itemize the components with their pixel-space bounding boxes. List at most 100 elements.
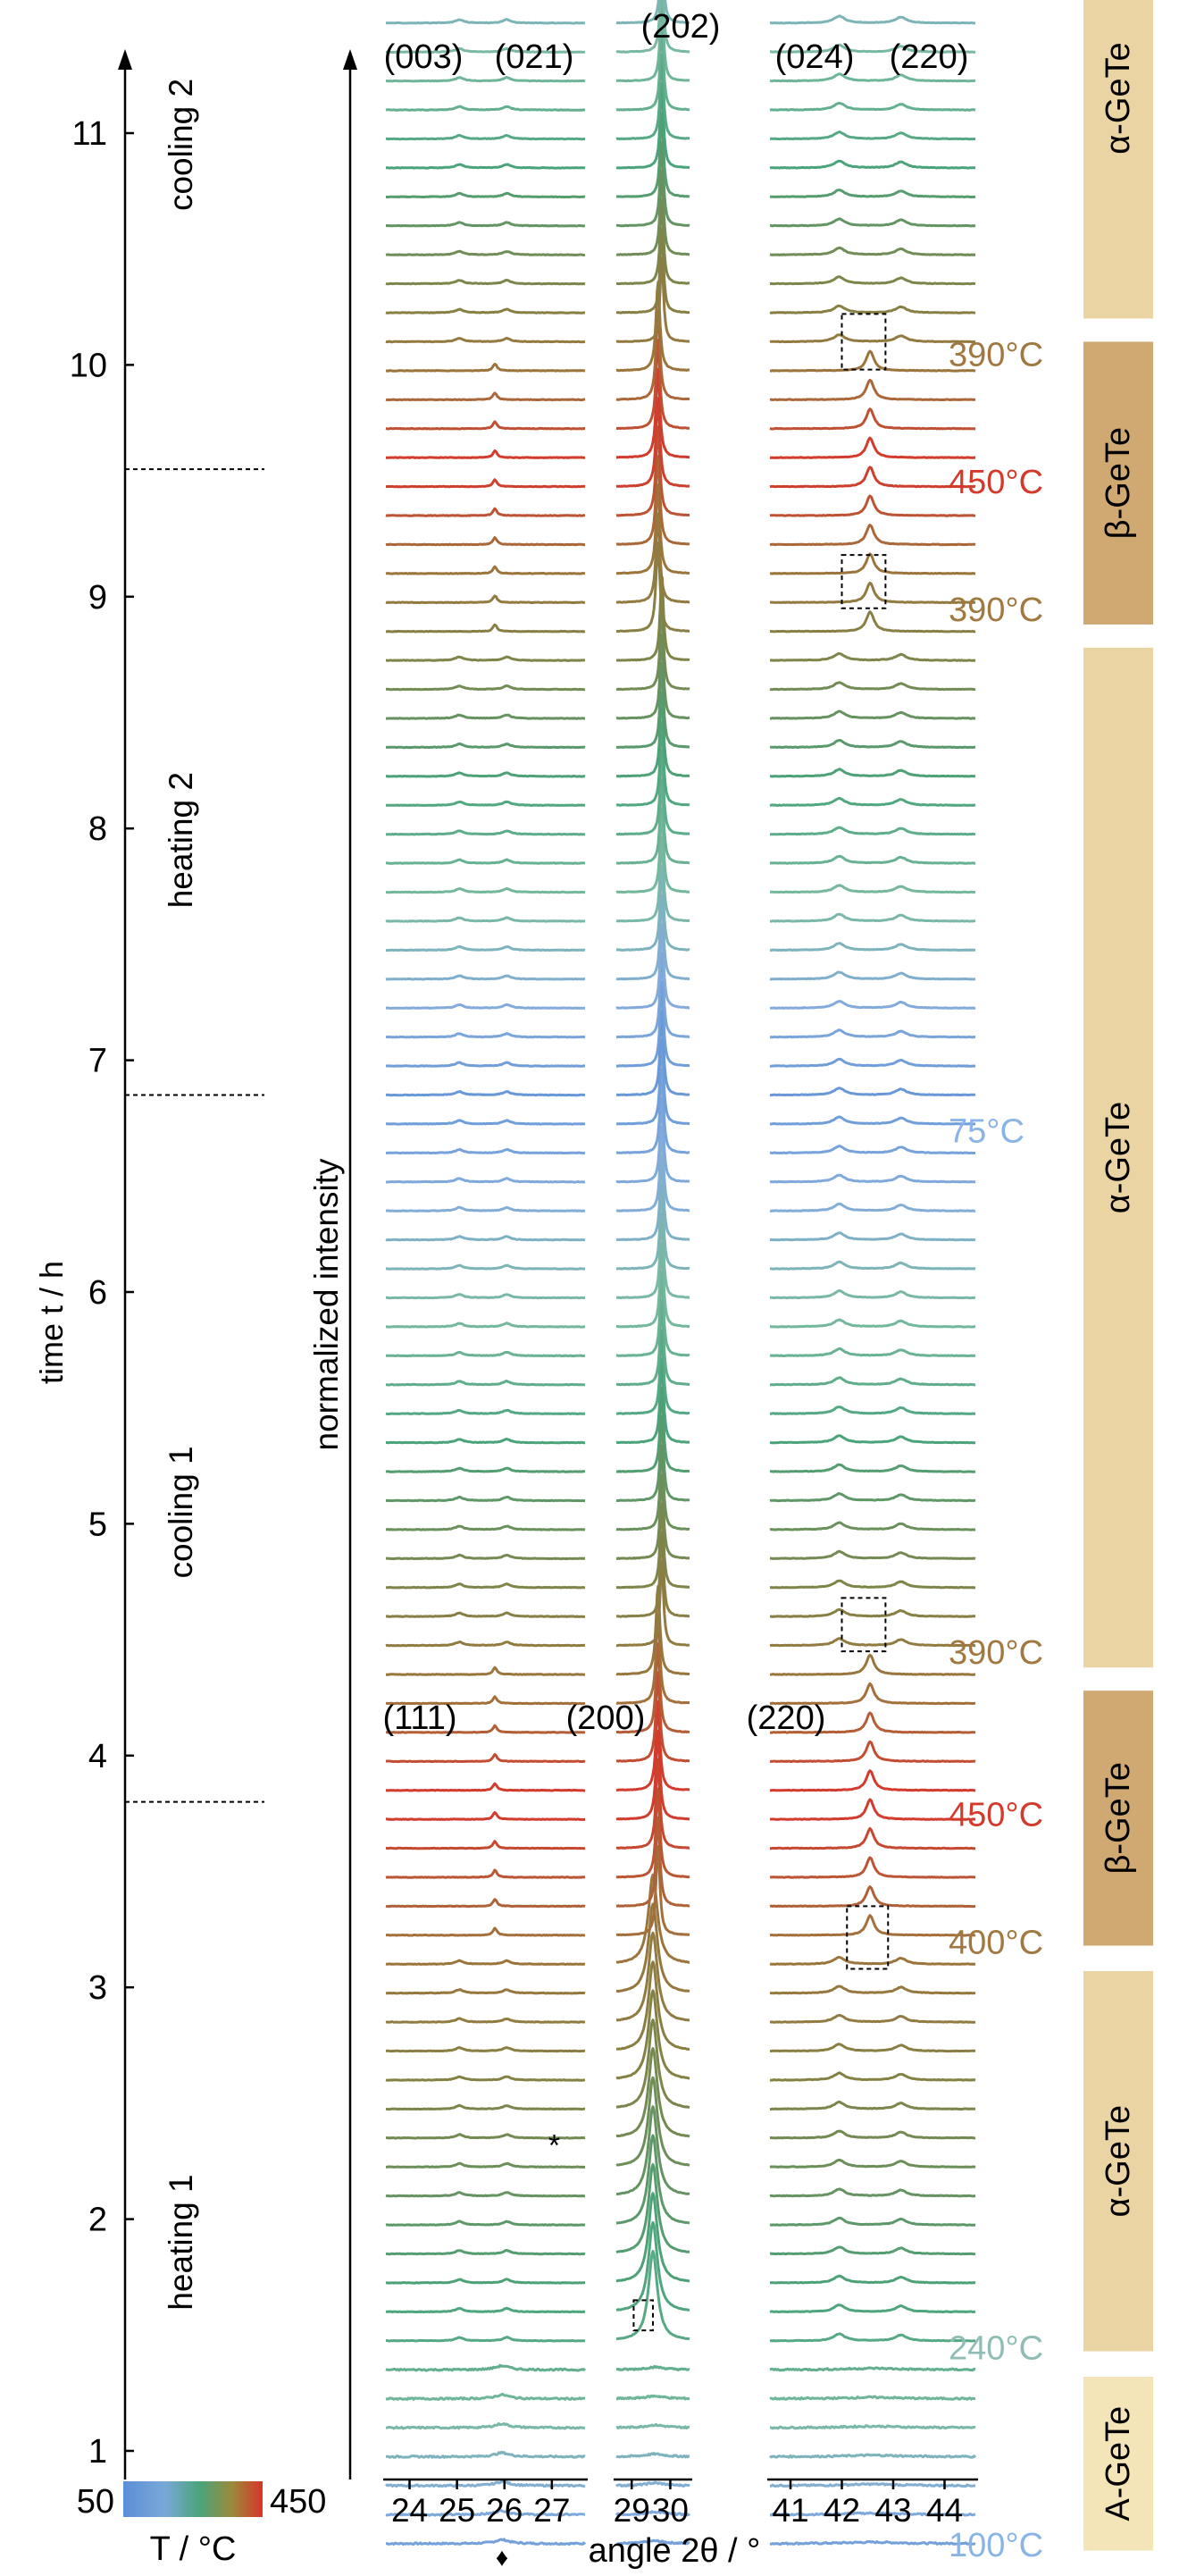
xrd-pattern bbox=[615, 1989, 690, 2080]
xrd-pattern bbox=[385, 2219, 586, 2227]
xrd-pattern bbox=[615, 1960, 690, 2051]
xrd-pattern bbox=[769, 1607, 976, 1618]
xrd-pattern bbox=[385, 336, 586, 344]
diamond-marker-icon: ♦ bbox=[496, 2544, 508, 2572]
xrd-pattern bbox=[615, 1614, 690, 1705]
xrd-pattern bbox=[385, 1753, 586, 1764]
time-tick-label: 7 bbox=[88, 1043, 107, 1080]
colorbar-gradient bbox=[123, 2481, 263, 2517]
xrd-pattern bbox=[770, 709, 976, 720]
time-tick-label: 8 bbox=[88, 810, 107, 848]
diffraction-patterns bbox=[385, 0, 977, 2547]
xrd-pattern bbox=[385, 974, 586, 981]
xrd-pattern bbox=[615, 0, 690, 25]
xrd-pattern bbox=[615, 1816, 690, 1908]
xrd-pattern bbox=[615, 1154, 690, 1242]
xrd-pattern bbox=[615, 2018, 690, 2109]
xrd-pattern bbox=[769, 466, 976, 489]
temperature-label: 390°C bbox=[949, 592, 1043, 629]
xrd-pattern bbox=[386, 1496, 585, 1503]
xrd-pattern bbox=[385, 771, 586, 778]
xrd-pattern bbox=[385, 1177, 586, 1184]
xrd-pattern bbox=[615, 1068, 690, 1154]
xrd-pattern bbox=[769, 942, 976, 952]
xrd-pattern bbox=[385, 1782, 585, 1792]
xrd-pattern bbox=[615, 169, 690, 256]
temperature-label: 450°C bbox=[949, 1797, 1043, 1834]
xrd-pattern bbox=[770, 582, 976, 604]
xrd-pattern bbox=[769, 826, 976, 836]
xrd-pattern bbox=[770, 2424, 976, 2430]
xrd-pattern bbox=[769, 1202, 976, 1212]
xrd-pattern bbox=[615, 1845, 690, 1937]
xrd-pattern bbox=[615, 720, 690, 807]
segment-label: cooling 2 bbox=[163, 79, 199, 211]
xrd-pattern bbox=[615, 2192, 690, 2283]
cubic-reflection-label: (200) bbox=[566, 1699, 646, 1737]
xrd-pattern bbox=[385, 2103, 586, 2111]
colorbar-max-label: 450 bbox=[270, 2483, 326, 2521]
xrd-pattern bbox=[769, 1434, 975, 1445]
segment-label: cooling 1 bbox=[163, 1446, 199, 1578]
phase-bar bbox=[1083, 2376, 1153, 2551]
colorbar-min-label: 50 bbox=[77, 2483, 114, 2521]
xrd-pattern bbox=[769, 970, 976, 981]
xrd-pattern bbox=[385, 684, 586, 692]
xrd-pattern bbox=[615, 777, 690, 865]
xrd-pattern bbox=[770, 1984, 976, 1995]
xrd-pattern bbox=[769, 1956, 975, 1966]
xrd-pattern bbox=[615, 865, 690, 952]
time-tick-label: 3 bbox=[88, 1969, 107, 2007]
asterisk-marker-icon: * bbox=[548, 2129, 560, 2163]
xrd-pattern bbox=[615, 54, 690, 140]
angle-tick-label: 24 bbox=[391, 2492, 428, 2529]
rhombohedral-reflection-label: (021) bbox=[495, 38, 574, 76]
xrd-pattern bbox=[385, 1695, 586, 1706]
angle-tick-label: 41 bbox=[772, 2492, 808, 2529]
xrd-pattern bbox=[615, 198, 690, 286]
xrd-pattern bbox=[615, 575, 690, 662]
xrd-pattern bbox=[615, 1125, 690, 1212]
xrd-pattern bbox=[769, 1579, 976, 1590]
xrd-pattern bbox=[385, 1724, 586, 1734]
angle-tick-label: 27 bbox=[533, 2492, 570, 2529]
xrd-pattern bbox=[385, 1582, 586, 1590]
xrd-pattern bbox=[615, 1758, 690, 1850]
xrd-pattern bbox=[385, 1235, 586, 1242]
xrd-pattern bbox=[385, 623, 586, 634]
time-tick-label: 6 bbox=[88, 1274, 107, 1312]
phase-label: α-GeTe bbox=[1100, 2105, 1137, 2217]
xrd-pattern bbox=[615, 1010, 690, 1096]
xrd-pattern bbox=[385, 2191, 586, 2198]
xrd-pattern bbox=[385, 105, 586, 112]
xrd-pattern bbox=[385, 2278, 585, 2285]
xrd-pattern bbox=[615, 1299, 690, 1387]
xrd-pattern bbox=[385, 1666, 586, 1676]
xrd-pattern bbox=[615, 923, 690, 1010]
xrd-pattern bbox=[769, 1798, 976, 1821]
intensity-axis: normalized intensity bbox=[308, 49, 357, 2480]
xrd-pattern bbox=[769, 1549, 976, 1560]
xrd-pattern bbox=[769, 2366, 976, 2372]
xrd-pattern bbox=[615, 140, 690, 228]
xrd-pattern bbox=[385, 2421, 585, 2430]
xrd-pattern bbox=[385, 1380, 586, 1387]
xrd-pattern bbox=[769, 1637, 976, 1648]
xrd-pattern bbox=[769, 1521, 976, 1531]
xrd-pattern bbox=[385, 307, 586, 315]
xrd-pattern bbox=[615, 2394, 690, 2401]
xrd-pattern bbox=[769, 1405, 976, 1415]
markers: *♦ bbox=[496, 2129, 560, 2572]
xrd-pattern bbox=[615, 1414, 690, 1503]
xrd-pattern bbox=[770, 2274, 976, 2285]
temperature-label: 240°C bbox=[949, 2329, 1043, 2367]
xrd-pattern bbox=[769, 2332, 976, 2343]
xrd-pattern bbox=[385, 2017, 585, 2024]
angle-tick-label: 26 bbox=[486, 2492, 523, 2529]
time-tick-label: 10 bbox=[70, 347, 107, 384]
xrd-pattern bbox=[385, 1119, 586, 1126]
xrd-pattern bbox=[615, 1931, 690, 2022]
xrd-pattern bbox=[770, 2101, 976, 2111]
xrd-pattern bbox=[385, 420, 586, 431]
xrd-pattern bbox=[615, 367, 690, 459]
